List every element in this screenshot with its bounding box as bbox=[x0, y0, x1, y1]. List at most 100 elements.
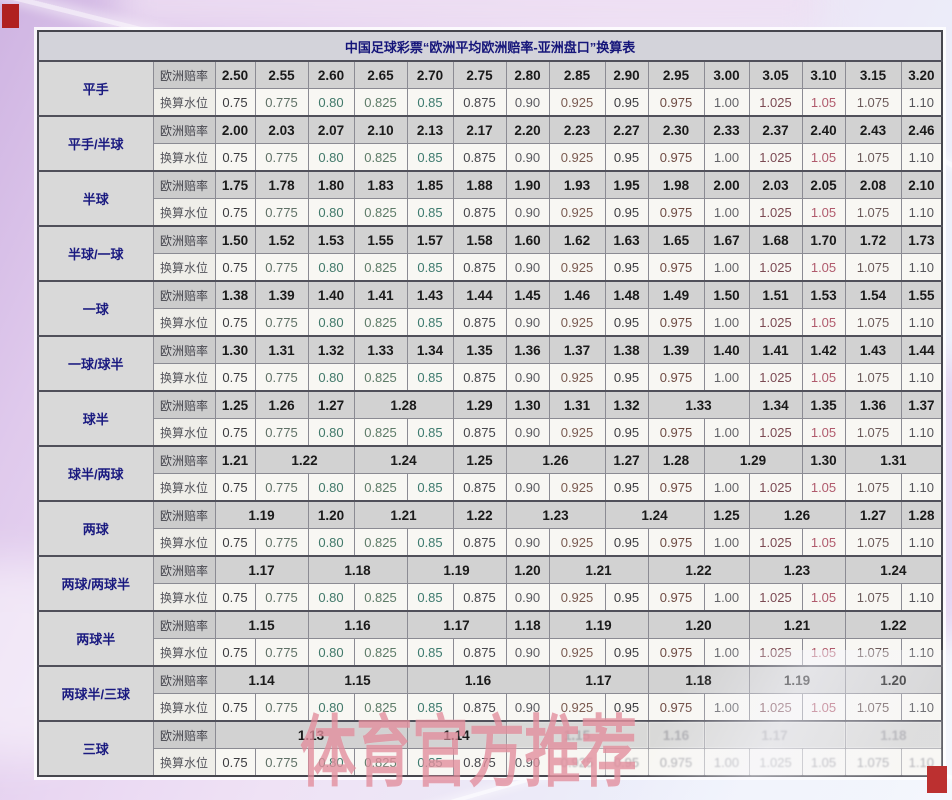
water-value: 1.00 bbox=[703, 418, 750, 447]
water-value: 0.90 bbox=[505, 748, 550, 777]
water-value: 0.775 bbox=[254, 88, 309, 117]
water-value: 1.10 bbox=[900, 693, 943, 722]
odds-row: 两球半 欧洲赔率 1.15 1.16 1.17 1.18 1.19 1.20 1.21 1.22 bbox=[37, 610, 943, 667]
water-value: 0.925 bbox=[548, 693, 606, 722]
odds-value: 1.70 bbox=[801, 225, 846, 254]
water-value: 0.80 bbox=[307, 638, 355, 667]
water-value: 0.925 bbox=[548, 308, 606, 337]
odds-value: 2.33 bbox=[703, 115, 750, 144]
odds-row: 平手/半球 欧洲赔率 2.00 2.03 2.07 2.10 2.13 2.17 2.20 2.2… bbox=[37, 115, 943, 172]
odds-value: 1.28 bbox=[900, 500, 943, 529]
water-value: 1.05 bbox=[801, 253, 846, 282]
odds-row-label: 欧洲赔率 bbox=[152, 60, 216, 89]
water-value: 1.10 bbox=[900, 363, 943, 392]
water-value: 1.05 bbox=[801, 748, 846, 777]
odds-value: 2.08 bbox=[844, 170, 902, 199]
odds-value: 1.20 bbox=[307, 500, 355, 529]
odds-value: 2.43 bbox=[844, 115, 902, 144]
water-value: 0.75 bbox=[214, 143, 256, 172]
odds-value: 1.16 bbox=[647, 720, 705, 749]
water-value: 0.95 bbox=[604, 693, 649, 722]
odds-value: 1.17 bbox=[703, 720, 846, 749]
handicap-label: 两球/两球半 bbox=[37, 555, 154, 612]
odds-value: 1.44 bbox=[900, 335, 943, 364]
water-value: 1.00 bbox=[703, 748, 750, 777]
odds-value: 2.37 bbox=[748, 115, 803, 144]
water-value: 0.825 bbox=[353, 528, 408, 557]
water-value: 0.85 bbox=[406, 253, 454, 282]
water-value: 0.925 bbox=[548, 528, 606, 557]
odds-value: 1.25 bbox=[703, 500, 750, 529]
water-value: 1.00 bbox=[703, 473, 750, 502]
water-value: 1.075 bbox=[844, 418, 902, 447]
water-row: 换算水位 0.75 0.775 0.80 0.825 0.85 0.875 0.90 0.925… bbox=[38, 418, 943, 447]
water-value: 0.975 bbox=[647, 253, 705, 282]
odds-value: 1.16 bbox=[406, 665, 550, 694]
water-value: 1.05 bbox=[801, 308, 846, 337]
odds-value: 1.18 bbox=[505, 610, 550, 639]
odds-value: 2.95 bbox=[647, 60, 705, 89]
water-value: 0.80 bbox=[307, 418, 355, 447]
odds-value: 2.80 bbox=[505, 60, 550, 89]
odds-value: 1.24 bbox=[353, 445, 454, 474]
water-value: 0.90 bbox=[505, 308, 550, 337]
water-row: 换算水位 0.75 0.775 0.80 0.825 0.85 0.875 0.90 0.925… bbox=[38, 473, 943, 502]
water-value: 1.075 bbox=[844, 528, 902, 557]
odds-value: 1.93 bbox=[548, 170, 606, 199]
odds-value: 2.23 bbox=[548, 115, 606, 144]
water-row-label: 换算水位 bbox=[152, 198, 216, 227]
water-value: 0.95 bbox=[604, 308, 649, 337]
water-value: 0.775 bbox=[254, 418, 309, 447]
water-row-label: 换算水位 bbox=[152, 638, 216, 667]
water-value: 1.05 bbox=[801, 473, 846, 502]
odds-value: 1.17 bbox=[214, 555, 309, 584]
odds-value: 1.40 bbox=[703, 335, 750, 364]
water-value: 1.025 bbox=[748, 88, 803, 117]
odds-value: 1.21 bbox=[748, 610, 846, 639]
odds-value: 1.20 bbox=[844, 665, 943, 694]
odds-value: 1.37 bbox=[900, 390, 943, 419]
odds-row-label: 欧洲赔率 bbox=[152, 500, 216, 529]
odds-value: 1.34 bbox=[406, 335, 454, 364]
water-value: 1.075 bbox=[844, 748, 902, 777]
water-value: 0.975 bbox=[647, 198, 705, 227]
water-value: 0.875 bbox=[452, 693, 507, 722]
water-value: 0.775 bbox=[254, 363, 309, 392]
water-value: 0.75 bbox=[214, 253, 256, 282]
water-value: 0.925 bbox=[548, 748, 606, 777]
water-value: 0.875 bbox=[452, 638, 507, 667]
odds-value: 1.31 bbox=[548, 390, 606, 419]
odds-value: 1.33 bbox=[353, 335, 408, 364]
handicap-label: 半球/一球 bbox=[37, 225, 154, 282]
water-row-label: 换算水位 bbox=[152, 583, 216, 612]
water-row: 换算水位 0.75 0.775 0.80 0.825 0.85 0.875 0.90 0.925… bbox=[38, 253, 943, 282]
water-value: 0.825 bbox=[353, 418, 408, 447]
water-row: 换算水位 0.75 0.775 0.80 0.825 0.85 0.875 0.90 0.925… bbox=[38, 638, 943, 667]
odds-value: 2.05 bbox=[801, 170, 846, 199]
water-row: 换算水位 0.75 0.775 0.80 0.825 0.85 0.875 0.90 0.925… bbox=[38, 583, 943, 612]
water-row-label: 换算水位 bbox=[152, 528, 216, 557]
water-value: 0.85 bbox=[406, 308, 454, 337]
water-value: 0.875 bbox=[452, 418, 507, 447]
water-value: 0.95 bbox=[604, 583, 649, 612]
odds-value: 1.88 bbox=[452, 170, 507, 199]
odds-value: 2.46 bbox=[900, 115, 943, 144]
odds-value: 1.26 bbox=[505, 445, 606, 474]
water-value: 0.80 bbox=[307, 583, 355, 612]
odds-value: 1.29 bbox=[452, 390, 507, 419]
water-value: 0.875 bbox=[452, 473, 507, 502]
odds-value: 1.44 bbox=[452, 280, 507, 309]
water-value: 0.80 bbox=[307, 143, 355, 172]
water-value: 0.975 bbox=[647, 473, 705, 502]
water-row-label: 换算水位 bbox=[152, 418, 216, 447]
water-value: 1.075 bbox=[844, 253, 902, 282]
red-corner-mark-bottom-right bbox=[927, 766, 947, 793]
odds-value: 1.50 bbox=[214, 225, 256, 254]
water-value: 0.75 bbox=[214, 198, 256, 227]
handicap-label: 半球 bbox=[37, 170, 154, 227]
odds-value: 2.17 bbox=[452, 115, 507, 144]
odds-value: 1.16 bbox=[307, 610, 408, 639]
odds-value: 1.67 bbox=[703, 225, 750, 254]
odds-value: 2.00 bbox=[703, 170, 750, 199]
odds-value: 1.52 bbox=[254, 225, 309, 254]
